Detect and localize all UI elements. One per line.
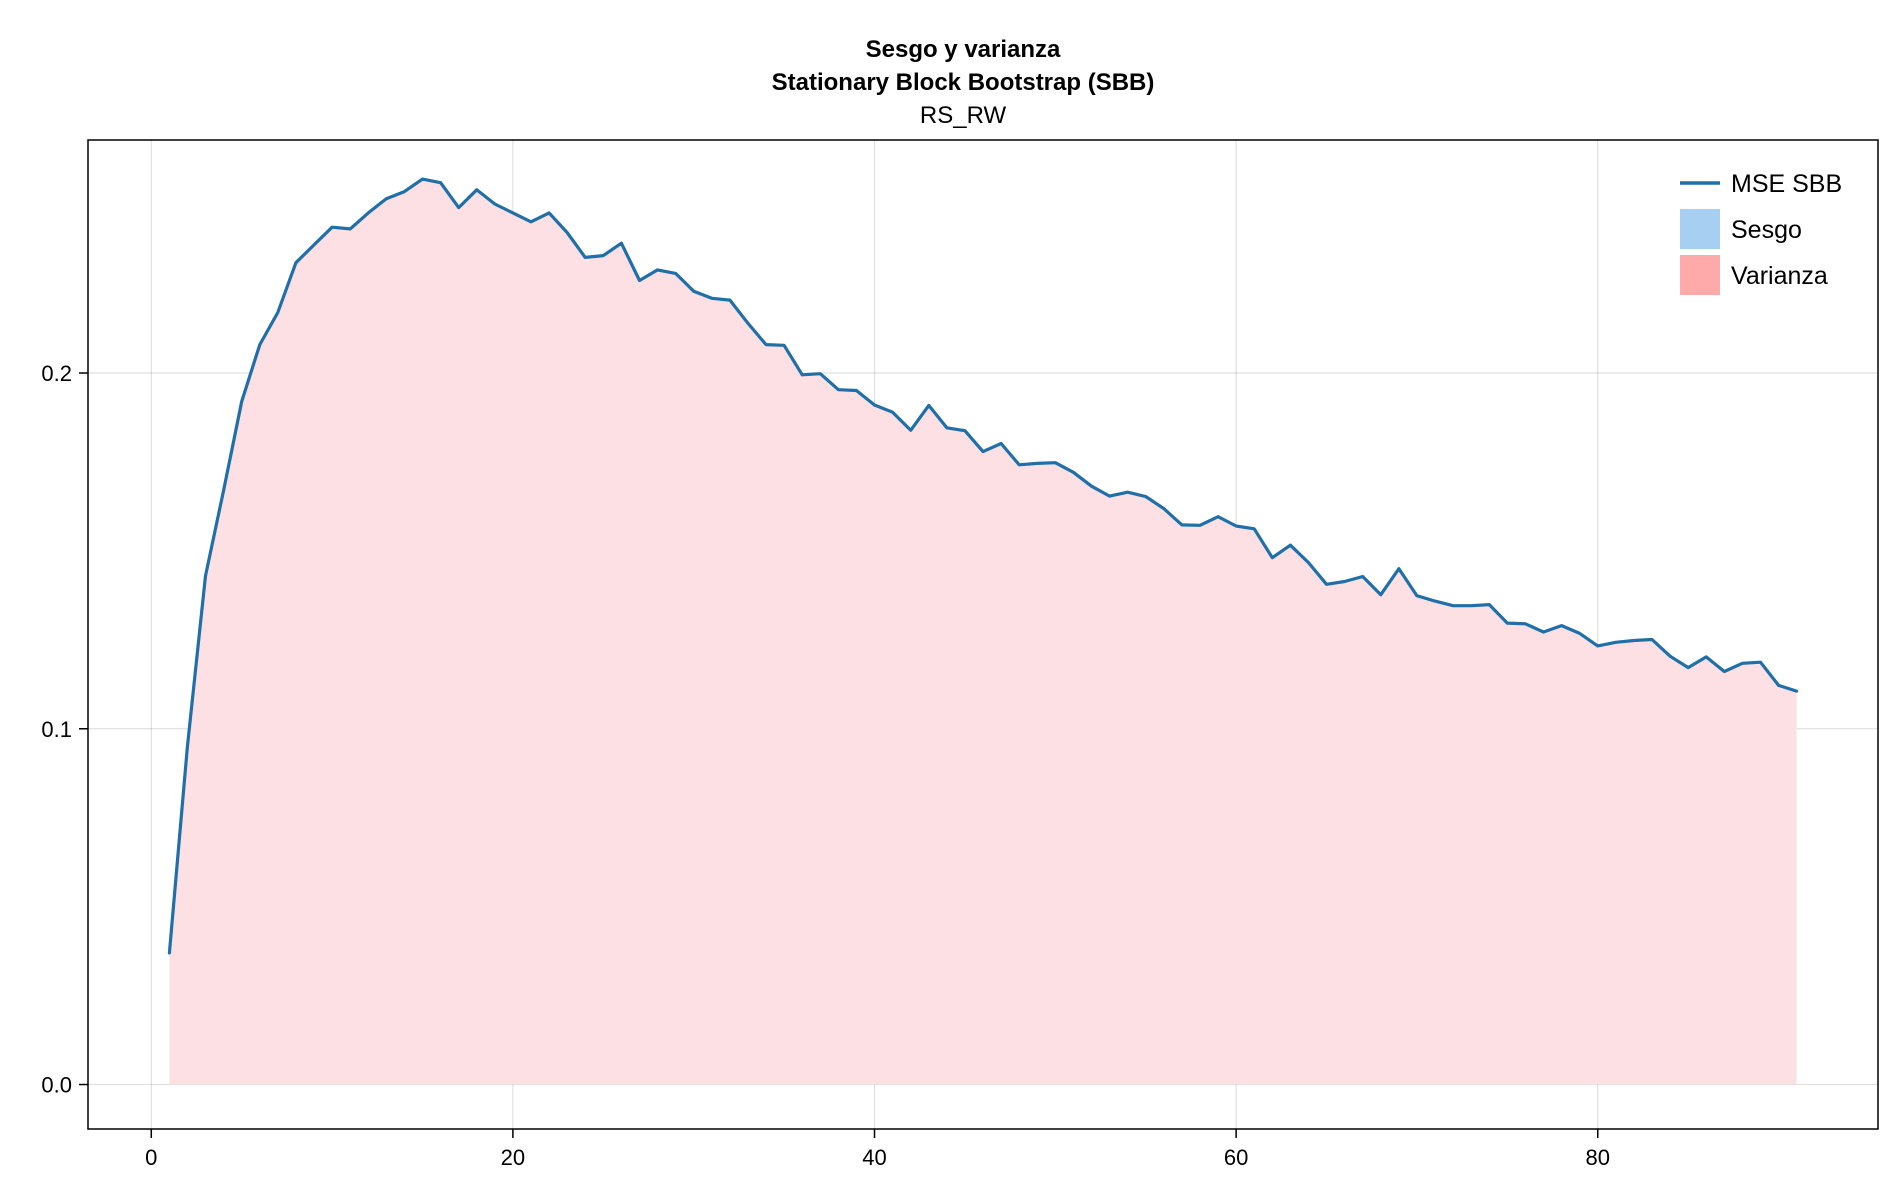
chart-subtitle: Stationary Block Bootstrap (SBB) (772, 69, 1155, 96)
x-tick-label: 20 (501, 1145, 525, 1170)
y-tick-label: 0.1 (41, 717, 72, 742)
legend: MSE SBB Sesgo Varianza (1680, 170, 1842, 295)
x-axis-ticks: 0 20 40 60 80 (145, 1129, 1610, 1170)
y-axis-ticks: 0.0 0.1 0.2 (41, 361, 88, 1098)
legend-swatch-sesgo (1680, 209, 1720, 249)
mse-sbb-line (167, 177, 1799, 955)
x-tick-label: 80 (1586, 1145, 1610, 1170)
varianza-area (169, 179, 1797, 1085)
chart-title: Sesgo y varianza (866, 36, 1061, 63)
y-tick-label: 0.2 (41, 361, 72, 386)
legend-label: Varianza (1731, 262, 1828, 290)
x-tick-label: 60 (1224, 1145, 1248, 1170)
legend-label: Sesgo (1731, 216, 1802, 244)
x-tick-label: 0 (145, 1145, 157, 1170)
x-tick-label: 40 (862, 1145, 886, 1170)
y-tick-label: 0.0 (41, 1073, 72, 1098)
plot-frame (87, 139, 1879, 1130)
legend-swatch-varianza (1680, 255, 1720, 295)
chart-subtitle2: RS_RW (920, 102, 1007, 129)
legend-label: MSE SBB (1731, 170, 1842, 198)
